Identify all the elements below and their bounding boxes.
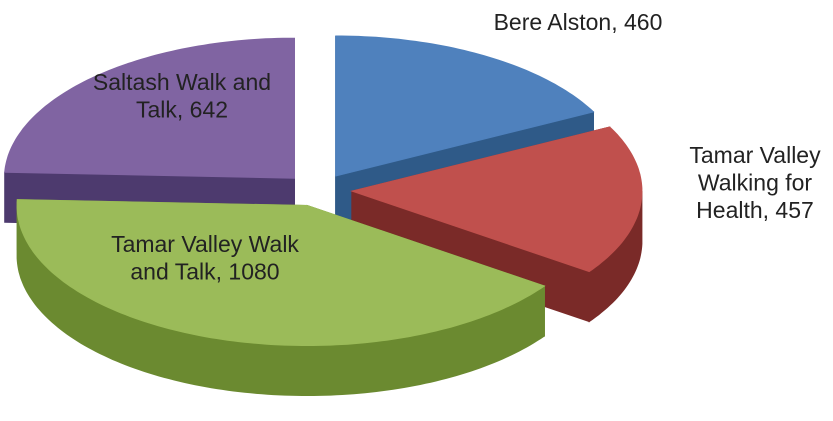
slice: [4, 37, 295, 179]
data-label: Saltash Walk and Talk, 642: [93, 69, 271, 123]
slice: [350, 126, 643, 273]
slice-group: [4, 37, 295, 229]
slice-group: [16, 199, 546, 396]
slice: [335, 35, 595, 177]
data-label: Tamar Valley Walk and Talk, 1080: [111, 231, 299, 285]
data-label: Bere Alston, 460: [494, 9, 663, 35]
data-label: Tamar Valley Walking for Health, 457: [689, 142, 821, 223]
slice: [16, 199, 546, 346]
